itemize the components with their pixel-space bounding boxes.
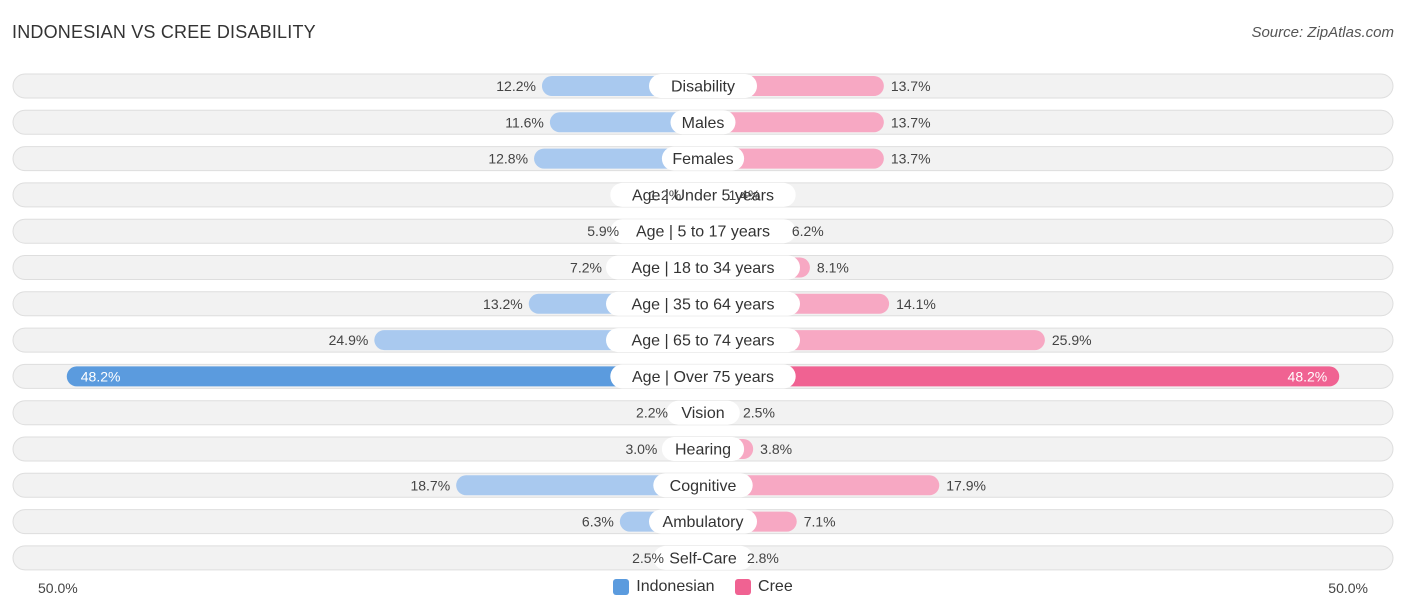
category-label-females: Females	[672, 151, 733, 168]
value-label-cree-hearing: 3.8%	[760, 441, 792, 457]
value-label-indonesian-hearing: 3.0%	[625, 441, 657, 457]
value-label-cree-age-18-to-34-years: 8.1%	[817, 260, 849, 276]
category-label-age-under-5-years: Age | Under 5 years	[632, 187, 774, 204]
bar-indonesian-males	[549, 112, 703, 133]
category-label-age-65-to-74-years: Age | 65 to 74 years	[632, 333, 775, 350]
bar-cree-age-over-75-years	[703, 366, 1340, 387]
category-label-disability: Disability	[671, 79, 735, 96]
value-label-indonesian-age-35-to-64-years: 13.2%	[483, 296, 523, 312]
category-label-age-35-to-64-years: Age | 35 to 64 years	[632, 296, 775, 313]
value-label-cree-age-5-to-17-years: 6.2%	[792, 223, 824, 239]
category-pill-age-65-to-74-years	[606, 328, 800, 353]
value-label-cree-vision: 2.5%	[743, 405, 775, 421]
value-label-cree-age-under-5-years: 1.4%	[728, 187, 760, 203]
value-label-indonesian-age-65-to-74-years: 24.9%	[329, 332, 369, 348]
legend-label-indonesian: Indonesian	[636, 578, 715, 595]
value-label-indonesian-disability: 12.2%	[496, 78, 536, 94]
category-pill-disability	[649, 74, 757, 98]
value-label-indonesian-ambulatory: 6.3%	[582, 514, 614, 530]
bar-cree-females	[703, 148, 884, 169]
value-label-indonesian-vision: 2.2%	[636, 405, 668, 421]
category-pill-cognitive	[653, 473, 753, 498]
value-label-indonesian-males: 11.6%	[505, 114, 544, 130]
category-label-ambulatory: Ambulatory	[663, 514, 744, 531]
category-pill-hearing	[661, 437, 745, 461]
value-label-cree-age-65-to-74-years: 25.9%	[1052, 332, 1092, 348]
value-label-indonesian-females: 12.8%	[488, 151, 528, 167]
value-label-indonesian-age-under-5-years: 1.2%	[649, 187, 681, 203]
category-label-age-over-75-years: Age | Over 75 years	[632, 369, 774, 386]
value-label-indonesian-age-over-75-years: 48.2%	[81, 368, 121, 384]
value-label-indonesian-age-5-to-17-years: 5.9%	[587, 223, 619, 239]
value-label-cree-self-care: 2.8%	[747, 550, 779, 566]
bar-cree-cognitive	[703, 475, 940, 496]
legend-swatch-cree	[735, 579, 752, 595]
category-pill-vision	[666, 400, 740, 425]
value-label-cree-age-35-to-64-years: 14.1%	[896, 296, 936, 312]
value-label-indonesian-self-care: 2.5%	[632, 550, 664, 566]
value-label-cree-ambulatory: 7.1%	[804, 514, 836, 530]
axis-right-label: 50.0%	[1328, 580, 1368, 596]
category-pill-ambulatory	[649, 509, 757, 534]
category-label-self-care: Self-Care	[669, 550, 737, 567]
category-pill-age-under-5-years	[610, 182, 796, 207]
value-label-cree-cognitive: 17.9%	[946, 477, 986, 493]
value-label-cree-males: 13.7%	[891, 114, 931, 130]
value-label-cree-females: 13.7%	[891, 151, 931, 167]
bar-indonesian-age-over-75-years	[66, 366, 703, 387]
chart-legend: Indonesian Cree	[0, 578, 1406, 600]
value-label-indonesian-age-18-to-34-years: 7.2%	[570, 260, 602, 276]
category-label-age-5-to-17-years: Age | 5 to 17 years	[636, 224, 770, 241]
category-pill-self-care	[653, 545, 753, 570]
category-label-hearing: Hearing	[675, 442, 731, 459]
category-label-cognitive: Cognitive	[670, 478, 737, 495]
category-pill-age-5-to-17-years	[610, 219, 796, 244]
legend-item-cree[interactable]: Cree	[735, 578, 793, 596]
axis-left-label: 50.0%	[38, 580, 78, 596]
category-label-males: Males	[682, 115, 725, 132]
bar-indonesian-females	[534, 148, 703, 169]
legend-item-indonesian[interactable]: Indonesian	[613, 578, 715, 596]
value-label-indonesian-cognitive: 18.7%	[410, 477, 450, 493]
category-label-vision: Vision	[681, 405, 724, 422]
category-pill-age-35-to-64-years	[606, 291, 800, 316]
chart-title: INDONESIAN VS CREE DISABILITY	[12, 22, 316, 42]
category-pill-males	[670, 110, 736, 135]
value-label-cree-disability: 13.7%	[891, 78, 931, 94]
category-label-age-18-to-34-years: Age | 18 to 34 years	[632, 260, 775, 277]
bar-indonesian-cognitive	[456, 475, 703, 496]
legend-swatch-indonesian	[613, 579, 630, 595]
category-pill-age-18-to-34-years	[606, 255, 800, 280]
chart-source: Source: ZipAtlas.com	[1251, 24, 1394, 41]
legend-label-cree: Cree	[758, 578, 793, 595]
value-label-cree-age-over-75-years: 48.2%	[1288, 368, 1328, 384]
category-pill-age-over-75-years	[610, 364, 796, 389]
category-pill-females	[661, 146, 745, 171]
bar-cree-males	[703, 112, 884, 133]
